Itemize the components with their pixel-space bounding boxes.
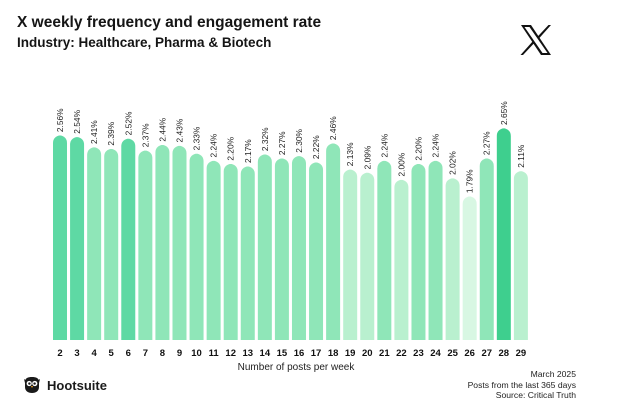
bar-6 (121, 138, 136, 340)
data-label-10: 2.33% (192, 126, 202, 150)
bar-11 (206, 160, 221, 340)
x-tick-12: 12 (225, 348, 236, 359)
bar-13 (240, 166, 255, 340)
x-logo-icon (520, 25, 551, 55)
data-label-3: 2.54% (72, 109, 82, 133)
brand-logo: Hootsuite (22, 375, 107, 395)
x-tick-10: 10 (191, 348, 202, 359)
data-label-18: 2.46% (328, 116, 338, 140)
x-tick-20: 20 (362, 348, 373, 359)
data-label-19: 2.13% (345, 142, 355, 166)
data-label-8: 2.44% (157, 117, 167, 141)
x-tick-23: 23 (413, 348, 424, 359)
x-tick-8: 8 (160, 348, 165, 359)
x-tick-26: 26 (464, 348, 475, 359)
data-label-21: 2.24% (379, 133, 389, 157)
bar-9 (172, 145, 187, 340)
owl-icon (24, 377, 40, 393)
brand-name: Hootsuite (47, 377, 107, 393)
bar-7 (138, 150, 153, 340)
bar-4 (87, 147, 102, 340)
x-tick-2: 2 (57, 348, 62, 359)
bar-28 (496, 128, 511, 340)
data-label-23: 2.20% (413, 136, 423, 160)
data-label-29: 2.11% (516, 144, 526, 168)
data-label-13: 2.17% (243, 139, 253, 163)
bar-24 (428, 160, 443, 340)
bar-23 (411, 164, 426, 340)
bar-19 (343, 169, 358, 340)
x-tick-27: 27 (481, 348, 492, 359)
x-tick-16: 16 (294, 348, 305, 359)
x-tick-9: 9 (177, 348, 182, 359)
data-label-7: 2.37% (140, 123, 150, 147)
x-tick-15: 15 (277, 348, 288, 359)
data-label-26: 1.79% (465, 169, 475, 193)
chart-subtitle: Industry: Healthcare, Pharma & Biotech (17, 35, 272, 50)
data-label-2: 2.56% (55, 108, 65, 132)
x-tick-13: 13 (242, 348, 253, 359)
bar-20 (360, 172, 375, 340)
bar-8 (155, 145, 170, 340)
x-tick-29: 29 (516, 348, 527, 359)
data-label-17: 2.22% (311, 135, 321, 159)
x-tick-11: 11 (209, 348, 220, 359)
x-tick-22: 22 (396, 348, 407, 359)
x-tick-19: 19 (345, 348, 356, 359)
footer-note: Posts from the last 365 days (467, 379, 576, 390)
x-axis-label: Number of posts per week (238, 362, 356, 373)
x-tick-5: 5 (109, 348, 115, 359)
x-tick-17: 17 (311, 348, 322, 359)
bar-2 (53, 135, 67, 340)
footer-notes: March 2025 Posts from the last 365 days … (468, 369, 576, 401)
x-tick-4: 4 (91, 348, 97, 359)
bar-25 (445, 178, 460, 340)
data-label-15: 2.27% (277, 131, 287, 155)
data-label-12: 2.20% (226, 136, 236, 160)
chart-title: X weekly frequency and engagement rate (17, 14, 322, 31)
data-label-14: 2.32% (260, 127, 270, 151)
data-label-28: 2.65% (499, 101, 509, 125)
bar-3 (70, 137, 85, 340)
data-label-6: 2.52% (123, 111, 133, 135)
data-label-25: 2.02% (448, 151, 458, 175)
x-tick-6: 6 (126, 348, 131, 359)
data-label-4: 2.41% (89, 120, 99, 144)
bar-29 (513, 171, 528, 340)
x-tick-21: 21 (379, 348, 390, 359)
data-label-16: 2.30% (294, 128, 304, 152)
x-tick-25: 25 (447, 348, 458, 359)
bar-27 (479, 158, 494, 340)
bar-18 (326, 143, 341, 340)
bar-21 (377, 160, 392, 340)
data-label-11: 2.24% (209, 133, 219, 157)
data-label-24: 2.24% (431, 133, 441, 157)
bar-14 (257, 154, 272, 340)
bar-12 (223, 164, 238, 340)
x-tick-14: 14 (260, 348, 271, 359)
data-label-22: 2.00% (396, 152, 406, 176)
x-tick-24: 24 (430, 348, 441, 359)
x-tick-3: 3 (74, 348, 79, 359)
x-tick-7: 7 (143, 348, 148, 359)
data-label-20: 2.09% (362, 145, 372, 169)
bar-26 (462, 196, 477, 340)
bar-17 (309, 162, 324, 340)
x-tick-28: 28 (499, 348, 510, 359)
x-tick-18: 18 (328, 348, 339, 359)
footer-date: March 2025 (530, 369, 576, 379)
data-label-9: 2.43% (174, 118, 184, 142)
bar-5 (104, 149, 119, 340)
bar-22 (394, 179, 409, 340)
data-label-27: 2.27% (482, 131, 492, 155)
bar-10 (189, 153, 204, 340)
data-label-5: 2.39% (106, 121, 116, 145)
footer-source: Source: Critical Truth (495, 390, 576, 401)
bar-15 (274, 158, 289, 340)
bar-16 (291, 156, 306, 340)
